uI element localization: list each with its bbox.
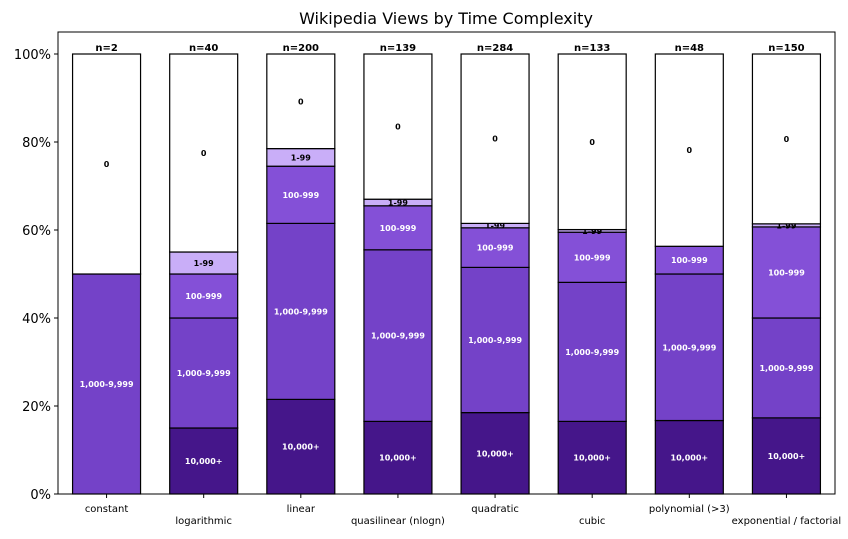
segment-label: 1,000-9,999 <box>371 332 425 341</box>
count-label: n=40 <box>189 43 218 54</box>
segment-label: 100-999 <box>185 292 222 301</box>
bar-segment <box>363 420 433 495</box>
segment-label: 10,000+ <box>768 452 806 461</box>
y-tick-label: 60% <box>22 224 51 239</box>
bar-segment <box>557 53 627 231</box>
segment-label: 10,000+ <box>379 454 417 463</box>
segment-label: 10,000+ <box>185 457 223 466</box>
segment-label: 0 <box>201 149 207 158</box>
x-tick-label: logarithmic <box>175 516 232 527</box>
count-label: n=2 <box>95 43 117 54</box>
x-tick-label: quasilinear (nlogn) <box>351 516 445 527</box>
segment-label: 0 <box>589 138 595 147</box>
bar-segment <box>751 53 822 225</box>
segment-label: 100-999 <box>380 224 417 233</box>
segment-label: 100-999 <box>477 244 514 253</box>
segment-label: 1,000-9,999 <box>80 380 134 389</box>
bar-segment <box>557 231 627 283</box>
x-tick-label: linear <box>287 504 316 515</box>
bar-segment <box>266 222 336 400</box>
segment-label: 1-99 <box>485 222 505 231</box>
segment-label: 10,000+ <box>573 454 611 463</box>
segment-label: 10,000+ <box>476 449 514 458</box>
bar-segment <box>169 53 239 253</box>
bar-segment <box>266 53 336 150</box>
bar-segment <box>751 417 822 495</box>
count-label: n=200 <box>283 43 319 54</box>
bar-segment <box>266 398 336 495</box>
segment-label: 1-99 <box>388 199 408 208</box>
segment-label: 0 <box>298 97 304 106</box>
segment-label: 0 <box>784 135 790 144</box>
y-tick-label: 100% <box>14 48 51 63</box>
plot-frame <box>57 31 836 495</box>
count-label: n=48 <box>675 43 704 54</box>
bar-segment <box>169 273 239 319</box>
bar-segment <box>71 53 142 275</box>
x-tick-label: cubic <box>579 516 605 527</box>
bar-segment <box>654 53 724 247</box>
bar-segment <box>266 165 336 224</box>
segment-label: 1,000-9,999 <box>468 336 522 345</box>
bar-segment <box>557 281 627 422</box>
segment-label: 1,000-9,999 <box>662 343 716 352</box>
y-tick-label: 40% <box>22 312 51 327</box>
x-tick-label: constant <box>85 504 129 515</box>
count-label: n=150 <box>768 43 804 54</box>
x-tick-label: exponential / factorial <box>732 516 842 527</box>
bar-segment <box>363 53 433 200</box>
segment-label: 1,000-9,999 <box>274 307 328 316</box>
segment-label: 100-999 <box>671 256 708 265</box>
segment-label: 0 <box>492 135 498 144</box>
axes-layer: constant logarithmic linear quasilinear (nl… <box>14 31 842 527</box>
chart-title: Wikipedia Views by Time Complexity <box>299 9 593 28</box>
bar-segment <box>460 266 530 414</box>
segment-label: 1-99 <box>776 221 796 230</box>
count-label: n=139 <box>380 43 416 54</box>
segment-label: 10,000+ <box>282 443 320 452</box>
y-tick-label: 20% <box>22 400 51 415</box>
x-tick-label: quadratic <box>471 504 519 515</box>
segment-label: 0 <box>687 146 693 155</box>
x-tick-label: polynomial (>3) <box>649 504 730 515</box>
bar-segment <box>460 227 530 269</box>
segment-label: 1,000-9,999 <box>177 369 231 378</box>
segment-label: 0 <box>395 123 401 132</box>
y-tick-label: 80% <box>22 136 51 151</box>
bar-segment <box>751 226 822 319</box>
bar-segment <box>169 317 239 429</box>
segment-label: 100-999 <box>768 268 805 277</box>
segment-label: 10,000+ <box>671 453 709 462</box>
bar-segment <box>460 53 530 224</box>
segment-label: 1-99 <box>582 227 602 236</box>
count-label: n=133 <box>574 43 610 54</box>
bar-segment <box>363 205 433 251</box>
segment-label: 100-999 <box>574 253 611 262</box>
bar-segment <box>654 273 724 422</box>
bars-layer: 1,000-9,999 0 n=2 10,000+ 1,000-9,999 100-999… <box>71 43 822 495</box>
segment-label: 1,000-9,999 <box>759 364 813 373</box>
bar-segment <box>363 249 433 423</box>
segment-label: 1-99 <box>291 153 311 162</box>
bar-segment <box>71 273 142 495</box>
segment-label: 1,000-9,999 <box>565 348 619 357</box>
count-label: n=284 <box>477 43 513 54</box>
y-tick-label: 0% <box>30 488 51 503</box>
segment-label: 100-999 <box>282 191 319 200</box>
segment-label: 0 <box>104 160 110 169</box>
segment-label: 1-99 <box>194 259 214 268</box>
